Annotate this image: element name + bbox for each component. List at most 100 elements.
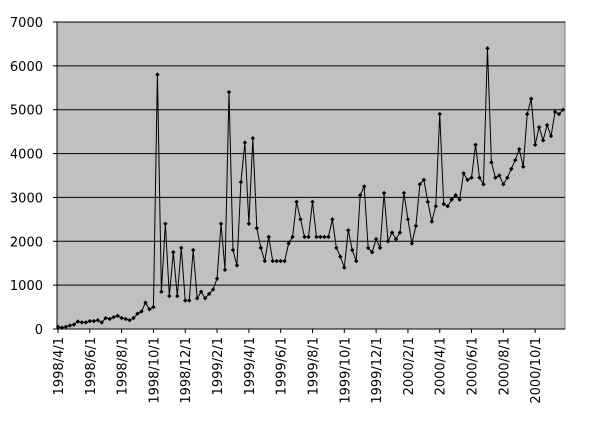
data-point <box>358 193 363 198</box>
data-point <box>143 300 148 305</box>
data-point <box>135 311 140 316</box>
data-point <box>528 96 534 101</box>
data-point <box>433 204 438 209</box>
data-point <box>342 265 347 270</box>
x-tick-label: 1999/4/1 <box>243 337 258 395</box>
data-point <box>445 204 450 209</box>
data-point <box>230 247 236 253</box>
data-point <box>163 221 168 226</box>
data-point <box>266 234 271 240</box>
x-tick-label: 1999/2/1 <box>211 337 226 395</box>
data-point <box>556 111 562 117</box>
data-point <box>417 182 423 187</box>
data-point <box>167 293 172 299</box>
data-point <box>365 245 371 251</box>
data-point <box>457 197 462 202</box>
data-point <box>238 179 244 185</box>
data-point <box>79 320 85 325</box>
data-point <box>278 258 283 264</box>
data-point <box>298 217 303 222</box>
data-point <box>532 142 538 147</box>
data-point <box>258 245 263 251</box>
data-point <box>413 223 419 229</box>
x-tick-label: 1999/12/1 <box>370 337 385 404</box>
data-point <box>322 234 327 240</box>
x-tick-label: 1998/10/1 <box>147 337 162 404</box>
x-tick-label: 1998/4/1 <box>52 337 67 395</box>
data-point <box>548 133 554 139</box>
y-tick-label: 6000 <box>10 60 43 75</box>
data-point <box>115 313 120 319</box>
data-point <box>91 318 96 324</box>
data-point <box>183 298 188 303</box>
data-point <box>246 221 252 226</box>
data-point <box>59 325 65 330</box>
data-point <box>540 138 546 143</box>
data-point <box>147 307 152 312</box>
data-point <box>63 324 69 330</box>
data-point <box>198 289 204 294</box>
data-point <box>282 258 287 264</box>
data-point <box>71 322 77 327</box>
data-point <box>155 72 160 77</box>
data-point <box>481 182 486 187</box>
x-tick-label: 2000/6/1 <box>466 337 481 395</box>
data-point <box>274 258 279 264</box>
data-point <box>377 245 383 251</box>
plot-area <box>56 21 566 330</box>
data-point <box>505 175 510 180</box>
data-point <box>226 89 232 95</box>
data-point <box>560 107 566 112</box>
data-point <box>453 193 458 198</box>
data-point <box>350 247 355 253</box>
data-point <box>552 109 558 115</box>
data-point <box>318 234 323 240</box>
data-point <box>330 217 335 222</box>
data-point <box>429 219 434 224</box>
data-point <box>326 234 331 240</box>
data-point <box>441 201 446 207</box>
data-point <box>107 316 112 322</box>
x-tick-label: 1998/12/1 <box>179 337 194 404</box>
data-point <box>67 323 73 328</box>
data-point <box>218 221 224 226</box>
data-point <box>334 245 339 251</box>
data-point <box>194 296 200 301</box>
data-point <box>425 199 431 205</box>
data-point <box>159 289 164 294</box>
data-point <box>190 247 196 253</box>
data-point <box>127 318 132 323</box>
y-tick-label: 5000 <box>10 104 43 119</box>
data-point <box>262 258 267 264</box>
data-point <box>369 250 375 255</box>
data-point <box>521 164 526 169</box>
x-tick-label: 2000/10/1 <box>529 337 544 404</box>
data-point <box>123 316 128 322</box>
data-point <box>544 122 550 128</box>
data-point <box>290 234 295 240</box>
data-point <box>206 291 212 297</box>
data-point <box>302 234 307 240</box>
data-point <box>151 304 156 310</box>
data-point <box>242 140 248 145</box>
data-point <box>536 125 542 130</box>
data-point <box>314 234 319 240</box>
data-point <box>99 320 104 325</box>
data-point <box>210 287 216 292</box>
data-point <box>385 239 391 244</box>
data-point <box>214 276 220 281</box>
data-point <box>361 184 367 189</box>
data-point <box>501 182 506 187</box>
x-tick-label: 1999/10/1 <box>338 337 353 404</box>
data-point <box>509 166 514 172</box>
x-tick-label: 1998/6/1 <box>84 337 99 395</box>
data-point <box>397 230 403 235</box>
data-point <box>381 190 387 196</box>
data-point <box>75 319 81 324</box>
data-point <box>294 199 299 205</box>
data-point <box>187 298 192 303</box>
data-point <box>139 309 144 314</box>
x-tick-label: 1999/8/1 <box>306 337 321 395</box>
y-tick-label: 2000 <box>10 235 43 250</box>
data-point <box>95 318 100 323</box>
